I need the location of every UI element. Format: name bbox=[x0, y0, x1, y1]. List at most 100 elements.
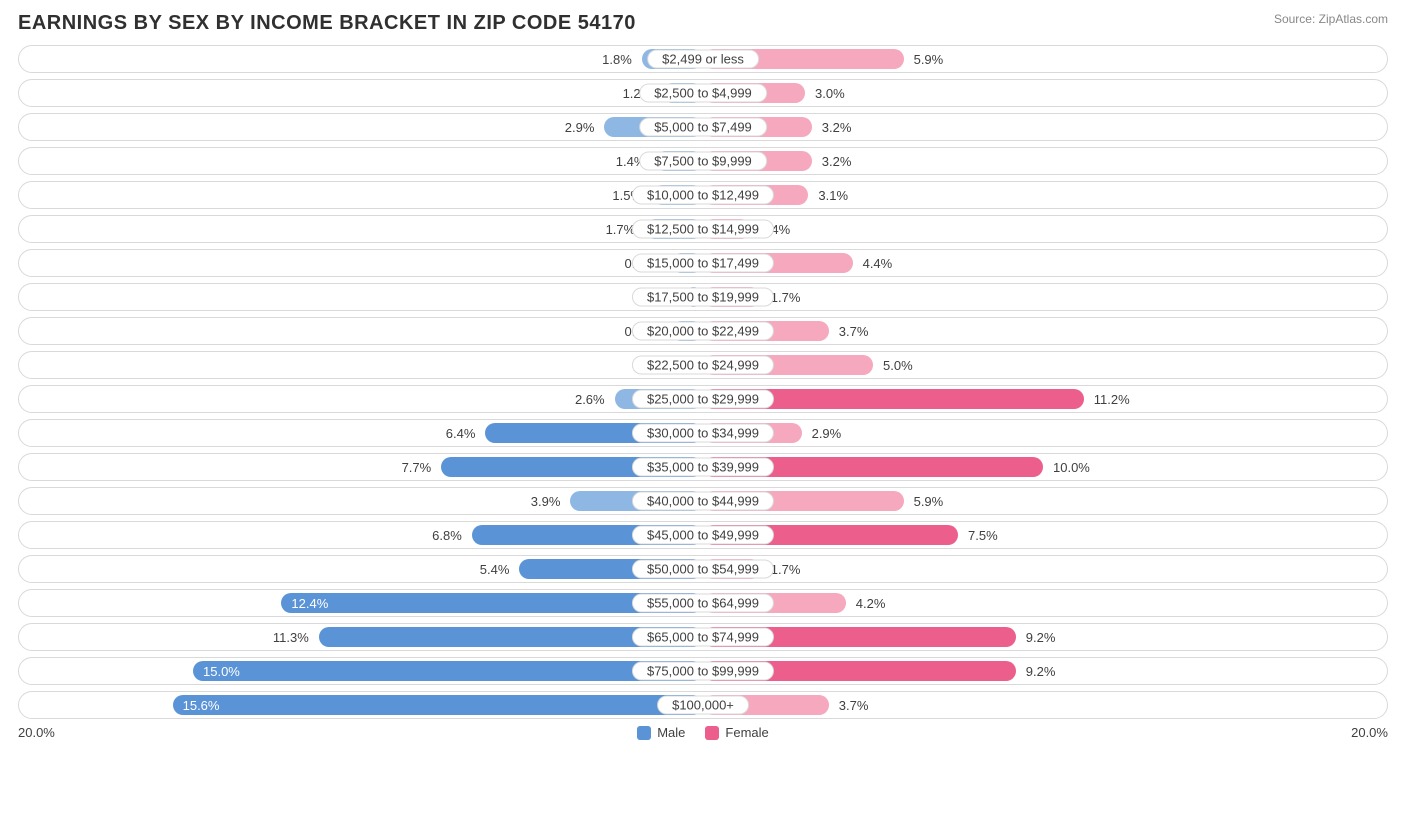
female-half: 9.2% bbox=[703, 661, 1383, 681]
female-half: 4.2% bbox=[703, 593, 1383, 613]
male-value-label: 6.4% bbox=[436, 426, 486, 441]
male-half: 12.4% bbox=[23, 593, 703, 613]
male-half: 2.9% bbox=[23, 117, 703, 137]
female-half: 3.2% bbox=[703, 117, 1383, 137]
legend-male-swatch bbox=[637, 726, 651, 740]
chart-row: 5.4%1.7%$50,000 to $54,999 bbox=[18, 555, 1388, 583]
female-value-label: 11.2% bbox=[1084, 392, 1140, 407]
female-half: 5.0% bbox=[703, 355, 1383, 375]
female-value-label: 2.9% bbox=[802, 426, 852, 441]
female-half: 3.7% bbox=[703, 695, 1383, 715]
axis-max-left: 20.0% bbox=[18, 725, 55, 740]
chart-row: 1.5%3.1%$10,000 to $12,499 bbox=[18, 181, 1388, 209]
legend: Male Female bbox=[637, 725, 769, 740]
male-value-label: 1.8% bbox=[592, 52, 642, 67]
male-bar: 15.6% bbox=[173, 695, 703, 715]
chart-title: EARNINGS BY SEX BY INCOME BRACKET IN ZIP… bbox=[18, 12, 636, 35]
female-value-label: 9.2% bbox=[1016, 630, 1066, 645]
male-half: 0.93% bbox=[23, 321, 703, 341]
chart-row: 15.6% 3.7% $100,000+ bbox=[18, 691, 1388, 719]
female-value-label: 4.4% bbox=[853, 256, 903, 271]
female-value-label: 3.1% bbox=[808, 188, 858, 203]
chart-row: 6.4% 2.9% $30,000 to $34,999 bbox=[18, 419, 1388, 447]
axis-max-right: 20.0% bbox=[1351, 725, 1388, 740]
chart-row: 2.9% 3.2% $5,000 to $7,499 bbox=[18, 113, 1388, 141]
female-value-label: 5.9% bbox=[904, 52, 954, 67]
bracket-label: $5,000 to $7,499 bbox=[639, 118, 767, 137]
bracket-label: $55,000 to $64,999 bbox=[632, 594, 774, 613]
female-half: 3.1% bbox=[703, 185, 1383, 205]
male-value-label: 12.4% bbox=[281, 596, 338, 611]
chart-row: 15.0% 9.2% $75,000 to $99,999 bbox=[18, 657, 1388, 685]
female-half: 9.2% bbox=[703, 627, 1383, 647]
chart-row: 3.9% 5.9%$40,000 to $44,999 bbox=[18, 487, 1388, 515]
chart-header: EARNINGS BY SEX BY INCOME BRACKET IN ZIP… bbox=[18, 12, 1388, 35]
bracket-label: $100,000+ bbox=[657, 696, 749, 715]
legend-female: Female bbox=[705, 725, 768, 740]
male-half: 1.8% bbox=[23, 49, 703, 69]
chart-row: 0.56%1.7%$17,500 to $19,999 bbox=[18, 283, 1388, 311]
bracket-label: $30,000 to $34,999 bbox=[632, 424, 774, 443]
female-value-label: 3.7% bbox=[829, 324, 879, 339]
chart-row: 7.7% 10.0% $35,000 to $39,999 bbox=[18, 453, 1388, 481]
female-value-label: 3.7% bbox=[829, 698, 879, 713]
female-value-label: 9.2% bbox=[1016, 664, 1066, 679]
chart-source: Source: ZipAtlas.com bbox=[1274, 12, 1388, 26]
female-half: 1.7% bbox=[703, 287, 1383, 307]
male-half: 6.8% bbox=[23, 525, 703, 545]
female-half: 4.4% bbox=[703, 253, 1383, 273]
female-half: 1.4% bbox=[703, 219, 1383, 239]
chart-row: 6.8%7.5%$45,000 to $49,999 bbox=[18, 521, 1388, 549]
chart-row: 0.93% 3.7% $20,000 to $22,499 bbox=[18, 317, 1388, 345]
male-value-label: 2.6% bbox=[565, 392, 615, 407]
bracket-label: $25,000 to $29,999 bbox=[632, 390, 774, 409]
chart-row: 1.2% 3.0% $2,500 to $4,999 bbox=[18, 79, 1388, 107]
legend-male-label: Male bbox=[657, 725, 685, 740]
male-half: 15.0% bbox=[23, 661, 703, 681]
chart-row: 1.8%5.9%$2,499 or less bbox=[18, 45, 1388, 73]
bracket-label: $20,000 to $22,499 bbox=[632, 322, 774, 341]
male-value-label: 15.0% bbox=[193, 664, 250, 679]
female-value-label: 3.2% bbox=[812, 120, 862, 135]
bracket-label: $2,500 to $4,999 bbox=[639, 84, 767, 103]
male-value-label: 11.3% bbox=[263, 630, 319, 645]
male-value-label: 3.9% bbox=[521, 494, 571, 509]
bracket-label: $35,000 to $39,999 bbox=[632, 458, 774, 477]
bracket-label: $22,500 to $24,999 bbox=[632, 356, 774, 375]
bracket-label: $75,000 to $99,999 bbox=[632, 662, 774, 681]
male-value-label: 15.6% bbox=[173, 698, 230, 713]
female-half: 3.2% bbox=[703, 151, 1383, 171]
male-half: 3.9% bbox=[23, 491, 703, 511]
female-value-label: 3.0% bbox=[805, 86, 855, 101]
male-half: 6.4% bbox=[23, 423, 703, 443]
male-half: 5.4% bbox=[23, 559, 703, 579]
female-value-label: 10.0% bbox=[1043, 460, 1100, 475]
male-half: 15.6% bbox=[23, 695, 703, 715]
female-half: 5.9% bbox=[703, 491, 1383, 511]
bracket-label: $40,000 to $44,999 bbox=[632, 492, 774, 511]
bracket-label: $50,000 to $54,999 bbox=[632, 560, 774, 579]
female-value-label: 5.0% bbox=[873, 358, 923, 373]
male-half: 1.2% bbox=[23, 83, 703, 103]
male-half: 1.4% bbox=[23, 151, 703, 171]
chart-row: 11.3%9.2%$65,000 to $74,999 bbox=[18, 623, 1388, 651]
female-value-label: 3.2% bbox=[812, 154, 862, 169]
male-value-label: 2.9% bbox=[555, 120, 605, 135]
chart-row: 1.7%1.4%$12,500 to $14,999 bbox=[18, 215, 1388, 243]
male-half: 0.56% bbox=[23, 287, 703, 307]
bracket-label: $45,000 to $49,999 bbox=[632, 526, 774, 545]
chart-row: 0.0%5.0%$22,500 to $24,999 bbox=[18, 351, 1388, 379]
chart-row: 2.6% 11.2% $25,000 to $29,999 bbox=[18, 385, 1388, 413]
female-half: 11.2% bbox=[703, 389, 1383, 409]
legend-female-label: Female bbox=[725, 725, 768, 740]
male-value-label: 6.8% bbox=[422, 528, 472, 543]
male-half: 2.6% bbox=[23, 389, 703, 409]
male-value-label: 7.7% bbox=[392, 460, 442, 475]
male-half: 0.93% bbox=[23, 253, 703, 273]
female-half: 3.0% bbox=[703, 83, 1383, 103]
female-half: 10.0% bbox=[703, 457, 1383, 477]
legend-female-swatch bbox=[705, 726, 719, 740]
male-half: 7.7% bbox=[23, 457, 703, 477]
bracket-label: $10,000 to $12,499 bbox=[632, 186, 774, 205]
male-half: 1.7% bbox=[23, 219, 703, 239]
